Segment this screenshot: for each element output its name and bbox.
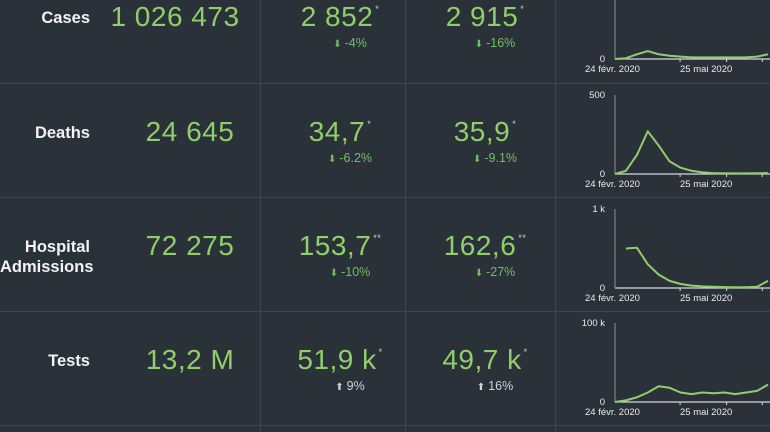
arrow-down-icon: ⬇ (327, 154, 337, 165)
x-tick-label: 24 févr. 2020 (585, 407, 640, 418)
metric-a-value: 34,7 * (308, 116, 372, 147)
arrow-up-icon: ⬆ (335, 382, 344, 393)
metric-a-value: 153,7 ** (298, 230, 382, 261)
row-divider (0, 83, 770, 84)
column-divider (260, 0, 261, 432)
metric-b-delta: ⬆ 16% (476, 379, 514, 393)
arrow-down-icon: ⬇ (474, 39, 484, 50)
y-tick-label: 0 (600, 397, 605, 408)
sparkline-chart-tests[interactable]: 0 100 k 24 févr. 2020 25 mai 2020 (575, 311, 770, 426)
y-tick-label: 500 (589, 90, 605, 101)
row-divider (0, 311, 770, 312)
row-divider (0, 425, 770, 426)
x-tick-label: 25 mai 2020 (680, 407, 732, 418)
stat-row-hospital-admissions: Hospital Admissions 72 275 153,7 ** ⬇ -10%… (0, 197, 770, 312)
metric-b-value: 2 915 * (445, 1, 525, 32)
arrow-down-icon: ⬇ (472, 154, 482, 165)
series-line (614, 383, 769, 403)
row-label: Deaths (34, 124, 90, 142)
stat-row-deaths: Deaths 24 645 34,7 * ⬇ -6.2% 35,9 * ⬇ -9.1% (0, 83, 770, 198)
arrow-down-icon: ⬇ (474, 268, 484, 279)
y-tick-label: 100 k (582, 318, 605, 329)
x-tick-label: 24 févr. 2020 (585, 293, 640, 304)
stat-row-cases: Cases 1 026 473 2 852 * ⬇ -4% 2 915 * ⬇ -16% (0, 0, 770, 83)
arrow-up-icon: ⬆ (476, 382, 486, 393)
metric-b-delta: ⬇ -16% (474, 36, 516, 50)
metric-a-value: 51,9 k * (297, 344, 383, 375)
x-tick-label: 24 févr. 2020 (585, 64, 640, 75)
row-divider (0, 197, 770, 198)
chart-axes: 0 500 24 févr. 2020 25 mai 2020 (585, 90, 770, 190)
metric-a-delta: ⬆ 9% (335, 379, 365, 393)
y-tick-label: 0 (600, 169, 605, 180)
column-divider (555, 0, 556, 432)
metric-b-value: 35,9 * (453, 116, 517, 147)
row-label: Tests (48, 352, 90, 370)
x-tick-label: 25 mai 2020 (680, 179, 732, 190)
sparkline-chart-hospital-admissions[interactable]: 0 1 k 24 févr. 2020 25 mai 2020 (575, 197, 770, 312)
series-line (614, 130, 769, 175)
x-tick-label: 24 févr. 2020 (585, 179, 640, 190)
x-tick-label: 25 mai 2020 (680, 293, 732, 304)
chart-axes: 024 févr. 2020 25 mai 2020 (585, 0, 770, 75)
y-tick-label: 0 (600, 54, 605, 65)
total-value: 13,2 M (145, 344, 235, 375)
row-label: Cases (41, 9, 90, 27)
metric-b-value: 49,7 k * (442, 344, 528, 375)
arrow-down-icon: ⬇ (329, 268, 339, 279)
chart-axes: 0 100 k 24 févr. 2020 25 mai 2020 (582, 318, 770, 418)
metric-b-delta: ⬇ -27% (474, 265, 516, 279)
row-label-line: Hospital (24, 238, 90, 256)
metric-a-delta: ⬇ -6.2% (327, 151, 373, 165)
metric-a-value: 2 852 * (300, 1, 380, 32)
sparkline-chart-deaths[interactable]: 0 500 24 févr. 2020 25 mai 2020 (575, 83, 770, 198)
metric-b-value: 162,6 ** (443, 230, 527, 261)
row-label: Hospital Admissions (0, 237, 94, 277)
chart-axes: 0 1 k 24 févr. 2020 25 mai 2020 (585, 204, 770, 304)
series-line (614, 50, 769, 60)
y-tick-label: 0 (600, 283, 605, 294)
sparkline-chart-cases[interactable]: 0 24 févr. 2020 25 mai 2020 (575, 0, 770, 83)
x-tick-label: 25 mai 2020 (680, 64, 732, 75)
metric-a-delta: ⬇ -4% (333, 36, 367, 50)
arrow-down-icon: ⬇ (333, 39, 342, 50)
total-value: 72 275 (145, 230, 235, 261)
row-label-line: Admissions (0, 258, 94, 276)
metric-a-delta: ⬇ -10% (329, 265, 371, 279)
metric-b-delta: ⬇ -9.1% (472, 151, 518, 165)
total-value: 24 645 (145, 116, 235, 147)
series-line (625, 246, 769, 289)
column-divider (405, 0, 406, 432)
stat-row-tests: Tests 13,2 M 51,9 k * ⬆ 9% 49,7 k * ⬆ 16% (0, 311, 770, 426)
y-tick-label: 1 k (592, 204, 605, 215)
total-value: 1 026 473 (110, 1, 240, 32)
